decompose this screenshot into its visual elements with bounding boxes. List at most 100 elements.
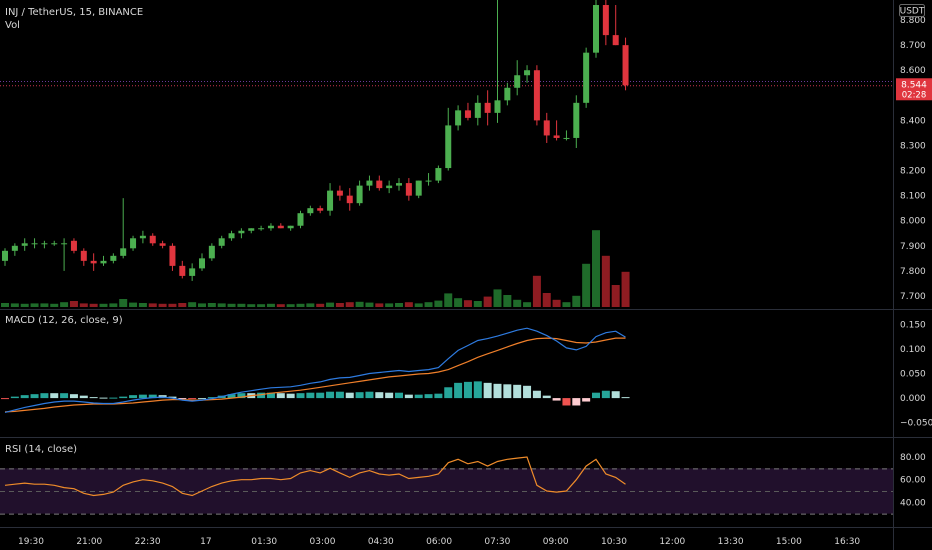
volume-bar — [129, 302, 138, 307]
volume-bar — [89, 303, 98, 307]
candle-body — [90, 260, 97, 264]
candle-body — [602, 5, 609, 36]
currency-selector[interactable]: USDT — [899, 4, 925, 17]
volume-bar — [365, 302, 374, 307]
histogram-bar — [178, 398, 187, 400]
histogram-bar — [89, 397, 98, 399]
candle-body — [51, 243, 58, 245]
histogram-bar — [227, 394, 236, 399]
candle-body — [524, 70, 531, 76]
price-axis[interactable]: 8.800 8.700 8.600 8.400 8.300 8.200 8.100 8.000… — [900, 16, 926, 302]
histogram-bar — [50, 393, 59, 399]
volume-bar — [375, 303, 384, 307]
macd-tick-label: 0.150 — [900, 320, 926, 330]
price-tick-label: 8.800 — [900, 16, 926, 26]
histogram-bar — [119, 396, 128, 399]
volume-bar — [148, 303, 157, 307]
candle-body — [543, 120, 550, 136]
last-price-value: 8.544 — [901, 80, 927, 90]
candle-body — [287, 225, 294, 229]
volume-bar — [611, 285, 620, 307]
candle-body — [573, 102, 580, 138]
volume-bar — [207, 303, 216, 307]
volume-bar — [326, 302, 335, 307]
price-tick-label: 8.100 — [900, 192, 926, 202]
volume-label[interactable]: Vol — [5, 20, 20, 31]
time-tick-label: 10:30 — [601, 537, 627, 547]
histogram-bar — [355, 392, 364, 399]
candle-body — [435, 168, 442, 181]
histogram-bar — [532, 390, 541, 399]
candle-body — [553, 135, 560, 138]
volume-bar — [552, 299, 561, 307]
candle-body — [218, 238, 225, 246]
candle-body — [267, 225, 274, 229]
candle-body — [159, 243, 166, 246]
histogram-bar — [237, 393, 246, 399]
volume-bar — [355, 301, 364, 307]
volume-bar — [424, 302, 433, 307]
rsi-tick-label: 60.00 — [900, 476, 926, 486]
histogram-bar — [20, 395, 29, 399]
candle-body — [120, 248, 127, 256]
histogram-bar — [562, 398, 571, 406]
volume-bar — [444, 293, 453, 307]
histogram-bar — [1, 398, 9, 400]
volume-bar — [198, 303, 206, 307]
candle-body — [61, 243, 68, 245]
histogram-bar — [463, 381, 472, 399]
candle-body — [583, 52, 590, 103]
histogram-bar — [572, 398, 581, 406]
macd-line — [4, 327, 626, 413]
histogram-bar — [493, 383, 502, 399]
symbol-title[interactable]: INJ / TetherUS, 15, BINANCE — [5, 7, 143, 18]
histogram-bar — [326, 391, 335, 399]
candle-body — [238, 230, 245, 234]
histogram-bar — [434, 393, 443, 399]
volume-bar — [385, 303, 394, 307]
candle-body — [593, 5, 599, 53]
price-tick-label: 8.300 — [900, 141, 926, 151]
candle-body — [327, 190, 334, 211]
histogram-bar — [109, 397, 118, 399]
histogram-bar — [168, 396, 177, 399]
time-tick-label: 12:00 — [659, 537, 685, 547]
candle-body — [376, 180, 383, 189]
volume-bar — [266, 303, 275, 307]
volume-bar — [109, 303, 118, 307]
histogram-bar — [138, 394, 147, 399]
volume-bar — [592, 230, 600, 307]
histogram-bar — [257, 392, 266, 399]
volume-bar — [434, 300, 443, 307]
candle-body — [189, 268, 196, 276]
candle-body — [504, 87, 511, 101]
volume-bar — [532, 275, 541, 307]
candle-body — [41, 243, 48, 245]
price-tick-label: 8.000 — [900, 217, 926, 227]
candle-body — [494, 100, 501, 113]
volume-bar — [493, 289, 502, 307]
price-tick-label: 8.200 — [900, 167, 926, 177]
histogram-bar — [385, 392, 394, 399]
rsi-label[interactable]: RSI (14, close) — [5, 444, 77, 455]
time-axis[interactable]: 19:30 21:00 22:30 17 01:30 03:00 04:30 06:00 07:… — [18, 537, 860, 547]
candle-body — [455, 110, 462, 126]
price-tick-label: 7.700 — [900, 292, 926, 302]
time-tick-label: 13:30 — [718, 537, 744, 547]
candle-body — [149, 235, 156, 244]
histogram-bar — [207, 397, 216, 399]
time-tick-label: 22:30 — [135, 537, 161, 547]
candle-body — [110, 255, 117, 261]
histogram-bar — [513, 384, 522, 399]
candle-body — [258, 228, 265, 230]
candle-body — [248, 228, 255, 231]
macd-axis[interactable]: 0.150 0.100 0.050 0.000 −0.050 — [900, 320, 932, 428]
rsi-axis[interactable]: 80.00 60.00 40.00 — [900, 453, 926, 508]
candle-body — [208, 245, 215, 259]
macd-label[interactable]: MACD (12, 26, close, 9) — [5, 315, 123, 326]
volume-bar — [345, 302, 354, 307]
histogram-bar — [99, 397, 108, 399]
candle-body — [612, 35, 619, 46]
volume-bar — [60, 302, 69, 307]
